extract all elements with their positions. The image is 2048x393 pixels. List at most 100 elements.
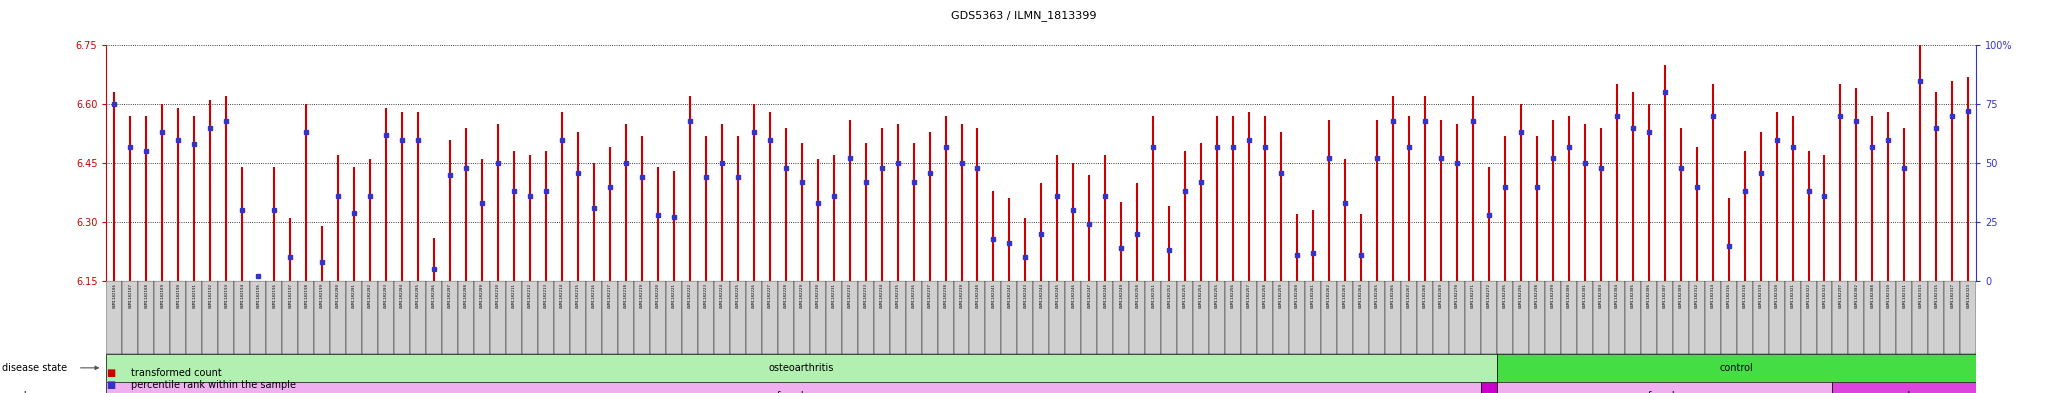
Bar (1769, 281, 1784, 354)
Bar (569, 281, 586, 354)
Text: GSM1182268: GSM1182268 (1423, 283, 1427, 308)
Bar (698, 281, 715, 354)
Text: GSM1182265: GSM1182265 (1374, 283, 1378, 308)
Text: GSM1182228: GSM1182228 (784, 283, 788, 308)
Text: GSM1182215: GSM1182215 (575, 283, 580, 308)
Bar (729, 281, 745, 354)
Bar (1497, 354, 1976, 382)
Bar (203, 281, 219, 354)
Bar (795, 281, 809, 354)
Bar (1161, 281, 1178, 354)
Bar (489, 281, 506, 354)
Bar (1034, 281, 1049, 354)
Text: GSM1182262: GSM1182262 (1327, 283, 1331, 308)
Text: GSM1182237: GSM1182237 (928, 283, 932, 308)
Text: GSM1182189: GSM1182189 (160, 283, 164, 308)
Text: GSM1182306: GSM1182306 (1647, 283, 1651, 308)
Bar (1194, 281, 1208, 354)
Text: GSM1182227: GSM1182227 (768, 283, 772, 308)
Text: GSM1182309: GSM1182309 (1679, 283, 1683, 308)
Bar (1704, 281, 1720, 354)
Bar (1114, 281, 1128, 354)
Bar (1833, 382, 1976, 393)
Text: ■: ■ (106, 380, 117, 390)
Text: GSM1182300: GSM1182300 (1567, 283, 1571, 308)
Text: GSM1182314: GSM1182314 (1710, 283, 1714, 308)
Text: GSM1182231: GSM1182231 (831, 283, 836, 308)
Text: GSM1182238: GSM1182238 (944, 283, 948, 308)
Bar (905, 281, 922, 354)
Text: GSM1182311: GSM1182311 (1903, 283, 1907, 308)
Bar (1817, 281, 1833, 354)
Bar (473, 281, 489, 354)
Text: osteoarthritis: osteoarthritis (768, 363, 834, 373)
Text: GSM1182200: GSM1182200 (336, 283, 340, 308)
Text: GSM1182196: GSM1182196 (272, 283, 276, 308)
Text: GSM1182234: GSM1182234 (879, 283, 883, 308)
Text: GSM1182295: GSM1182295 (1503, 283, 1507, 308)
Bar (1561, 281, 1577, 354)
Text: percentile rank within the sample: percentile rank within the sample (131, 380, 297, 390)
Text: GSM1182304: GSM1182304 (1614, 283, 1618, 308)
Text: GSM1182270: GSM1182270 (1454, 283, 1458, 308)
Text: GSM1182220: GSM1182220 (655, 283, 659, 308)
Bar (106, 382, 1481, 393)
Text: GSM1182230: GSM1182230 (815, 283, 819, 308)
Bar (330, 281, 346, 354)
Bar (778, 281, 795, 354)
Bar (1624, 281, 1640, 354)
Text: GSM1182212: GSM1182212 (528, 283, 532, 308)
Bar (1178, 281, 1194, 354)
Bar (1208, 281, 1225, 354)
Bar (1640, 281, 1657, 354)
Text: GSM1182235: GSM1182235 (895, 283, 899, 308)
Bar (1128, 281, 1145, 354)
Bar (1145, 281, 1161, 354)
Text: GSM1182194: GSM1182194 (240, 283, 244, 308)
Text: GSM1182243: GSM1182243 (1024, 283, 1028, 308)
Bar (154, 281, 170, 354)
Bar (1274, 281, 1288, 354)
Text: GSM1182260: GSM1182260 (1294, 283, 1298, 308)
Bar (1690, 281, 1704, 354)
Bar (1354, 281, 1368, 354)
Text: GSM1182217: GSM1182217 (608, 283, 612, 308)
Text: GSM1182263: GSM1182263 (1343, 283, 1348, 308)
Text: GSM1182299: GSM1182299 (1550, 283, 1554, 308)
Text: GSM1182213: GSM1182213 (545, 283, 549, 308)
Text: GSM1182242: GSM1182242 (1008, 283, 1012, 308)
Text: ■: ■ (106, 368, 117, 378)
Bar (1049, 281, 1065, 354)
Bar (1464, 281, 1481, 354)
Text: female: female (1649, 391, 1681, 393)
Text: GSM1182208: GSM1182208 (465, 283, 469, 308)
Bar (299, 281, 313, 354)
Text: GSM1182271: GSM1182271 (1470, 283, 1475, 308)
Text: GSM1182307: GSM1182307 (1663, 283, 1667, 308)
Bar (170, 281, 186, 354)
Text: GSM1182192: GSM1182192 (209, 283, 213, 308)
Text: GSM1182191: GSM1182191 (193, 283, 197, 308)
Text: GSM1182269: GSM1182269 (1440, 283, 1444, 308)
Bar (1577, 281, 1593, 354)
Bar (1368, 281, 1384, 354)
Text: GSM1182239: GSM1182239 (961, 283, 963, 308)
Bar (1833, 281, 1849, 354)
Bar (1673, 281, 1690, 354)
Text: GSM1182222: GSM1182222 (688, 283, 692, 308)
Text: GSM1182321: GSM1182321 (1790, 283, 1794, 308)
Bar (666, 281, 682, 354)
Text: transformed count: transformed count (131, 368, 221, 378)
Bar (346, 281, 362, 354)
Text: GSM1182266: GSM1182266 (1391, 283, 1395, 308)
Text: GSM1182198: GSM1182198 (305, 283, 309, 308)
Text: GSM1182244: GSM1182244 (1040, 283, 1042, 308)
Bar (1081, 281, 1098, 354)
Bar (858, 281, 874, 354)
Bar (1448, 281, 1464, 354)
Bar (233, 281, 250, 354)
Text: control: control (1720, 363, 1753, 373)
Bar (106, 281, 123, 354)
Text: GSM1182261: GSM1182261 (1311, 283, 1315, 308)
Text: GSM1182258: GSM1182258 (1264, 283, 1268, 308)
